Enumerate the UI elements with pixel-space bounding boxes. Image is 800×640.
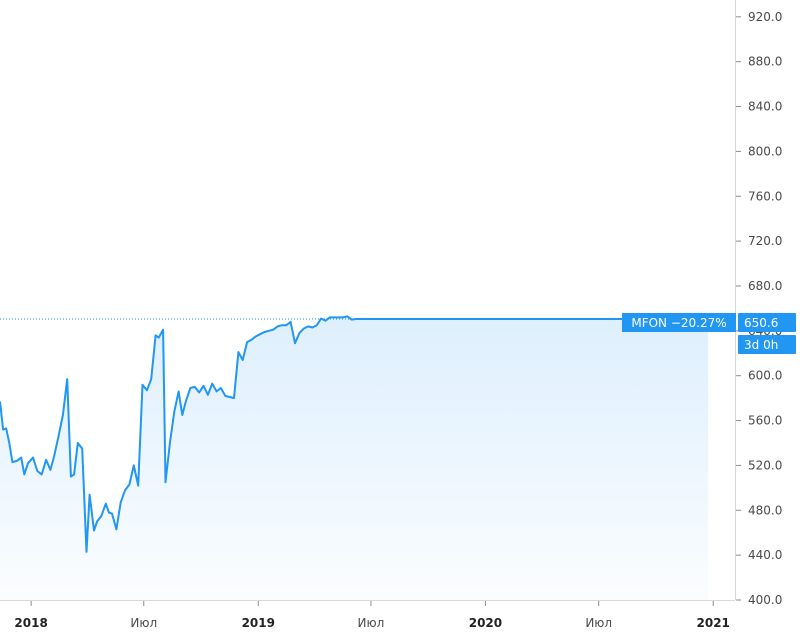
price-axis-tick-label: 840.0: [748, 100, 782, 114]
price-axis-tick-label: 600.0: [748, 369, 782, 383]
symbol-change-label: MFON −20.27%: [631, 316, 726, 330]
price-axis-tick-label: 440.0: [748, 548, 782, 562]
time-axis-tick-label: 2019: [242, 616, 275, 630]
price-axis[interactable]: 400.0440.0480.0520.0560.0600.0640.0680.0…: [736, 10, 782, 607]
price-axis-tick-label: 760.0: [748, 189, 782, 203]
time-axis-tick-label: 2021: [697, 616, 730, 630]
countdown-badge: 3d 0h: [738, 335, 796, 354]
symbol-change-badge: MFON −20.27%: [622, 313, 736, 332]
time-axis[interactable]: 2018 Июл 2019 Июл 2020 Июл 2021: [14, 601, 730, 630]
time-axis-tick-label: Июл: [585, 616, 612, 630]
time-axis-tick-label: Июл: [130, 616, 157, 630]
price-axis-tick-label: 480.0: [748, 503, 782, 517]
price-axis-tick-label: 520.0: [748, 458, 782, 472]
price-axis-tick-label: 560.0: [748, 414, 782, 428]
series-area: [0, 316, 709, 600]
countdown-label: 3d 0h: [744, 338, 778, 352]
last-value-label: 650.6: [744, 316, 778, 330]
price-axis-tick-label: 680.0: [748, 279, 782, 293]
time-axis-tick-label: Июл: [358, 616, 385, 630]
time-axis-tick-label: 2020: [469, 616, 502, 630]
price-axis-tick-label: 920.0: [748, 10, 782, 24]
price-axis-tick-label: 800.0: [748, 144, 782, 158]
series-line: [0, 315, 709, 553]
price-axis-tick-label: 720.0: [748, 234, 782, 248]
price-axis-tick-label: 880.0: [748, 55, 782, 69]
last-value-badge: 650.6: [738, 313, 796, 332]
price-axis-tick-label: 400.0: [748, 593, 782, 607]
time-axis-tick-label: 2018: [14, 616, 47, 630]
